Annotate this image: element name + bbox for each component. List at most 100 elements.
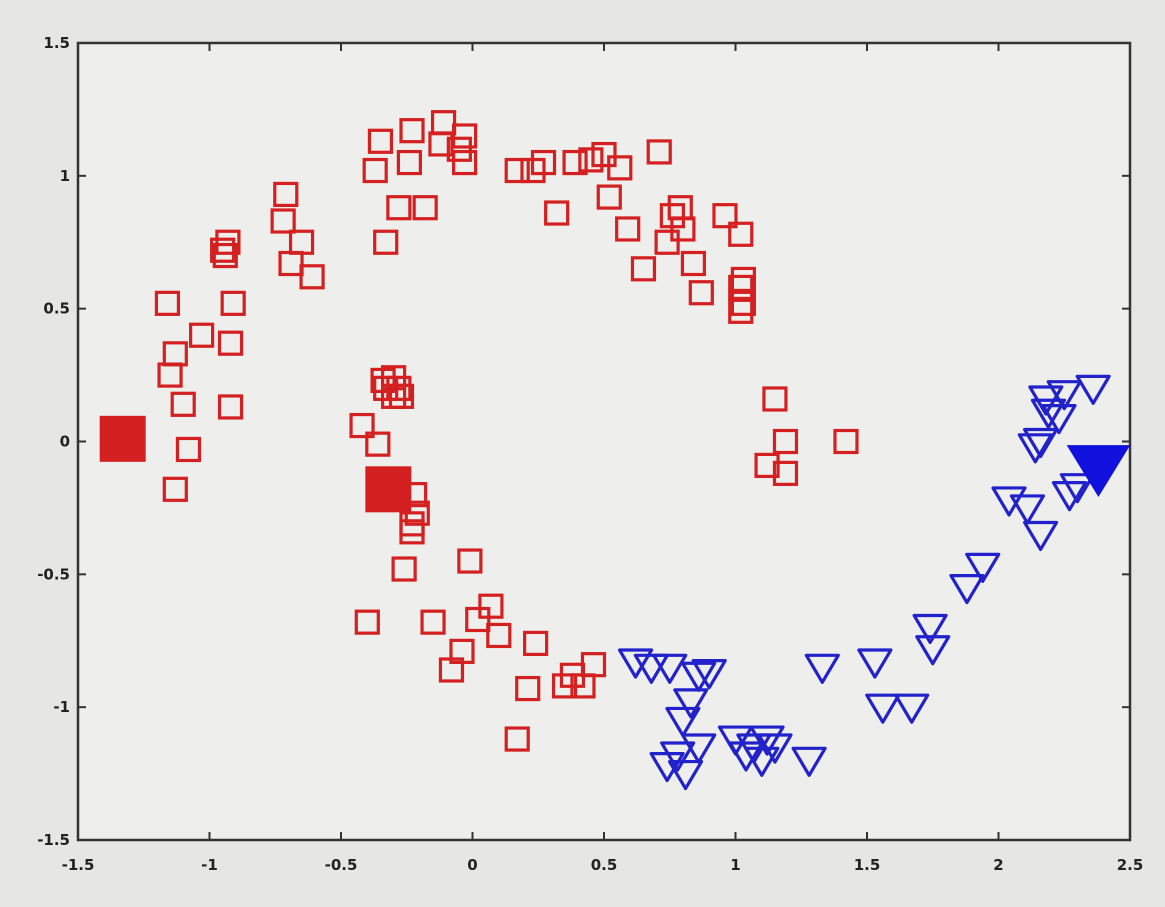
data-point bbox=[1022, 520, 1059, 552]
data-point bbox=[1030, 398, 1067, 429]
data-point bbox=[730, 266, 756, 293]
data-point bbox=[652, 653, 688, 684]
y-tick-label: -0.5 bbox=[37, 565, 70, 583]
y-tick-label: -1.5 bbox=[37, 831, 70, 849]
data-point bbox=[717, 725, 754, 756]
data-point bbox=[278, 250, 304, 277]
data-point bbox=[478, 593, 504, 619]
data-point bbox=[730, 290, 756, 316]
data-point bbox=[894, 693, 930, 724]
y-tick-label: 0 bbox=[60, 433, 70, 451]
data-point bbox=[212, 242, 238, 269]
data-point bbox=[965, 552, 1001, 583]
x-tick-label: 0.5 bbox=[591, 856, 618, 874]
data-point bbox=[617, 648, 654, 679]
data-point bbox=[691, 659, 727, 690]
data-point bbox=[762, 386, 788, 412]
data-point bbox=[544, 200, 570, 226]
data-point bbox=[367, 128, 394, 154]
data-point bbox=[772, 428, 799, 455]
x-tick-label: -0.5 bbox=[325, 856, 358, 874]
data-point bbox=[170, 391, 196, 417]
data-point bbox=[1017, 433, 1053, 464]
data-point bbox=[607, 155, 633, 181]
data-point bbox=[299, 264, 325, 290]
data-point bbox=[1066, 445, 1131, 497]
data-point bbox=[270, 208, 296, 234]
data-point bbox=[754, 452, 780, 479]
data-point bbox=[365, 431, 391, 457]
data-point bbox=[189, 322, 215, 348]
x-tick-label: 1 bbox=[730, 856, 740, 874]
data-point bbox=[530, 149, 557, 176]
data-point bbox=[217, 394, 244, 420]
data-point bbox=[391, 556, 417, 582]
data-point bbox=[728, 274, 754, 301]
data-point bbox=[791, 746, 827, 777]
data-point bbox=[430, 110, 457, 136]
x-tick-label: 1.5 bbox=[854, 856, 881, 874]
data-point bbox=[1059, 473, 1096, 504]
axis-ticks: -1.5 -1 -0.5 0 0.5 1 1.5 2 2.5 -1.5 -1 -0.5 0 0.5 1 1.5 bbox=[37, 34, 1143, 874]
data-point bbox=[215, 229, 241, 255]
data-point bbox=[446, 136, 472, 162]
data-point bbox=[562, 149, 588, 176]
data-point bbox=[728, 298, 754, 324]
data-point bbox=[865, 693, 901, 724]
data-points bbox=[99, 110, 1131, 791]
data-point bbox=[857, 648, 893, 679]
data-point bbox=[438, 657, 465, 683]
data-point bbox=[688, 280, 714, 306]
data-point bbox=[273, 181, 299, 208]
data-point bbox=[452, 149, 478, 176]
data-point bbox=[646, 139, 672, 165]
data-point bbox=[388, 383, 415, 409]
data-point bbox=[452, 123, 478, 149]
data-point bbox=[667, 759, 704, 791]
plot-area bbox=[76, 41, 1132, 842]
data-point bbox=[162, 476, 188, 502]
data-point bbox=[670, 216, 696, 242]
data-point bbox=[1009, 494, 1046, 525]
data-point bbox=[523, 630, 549, 657]
data-point bbox=[1051, 481, 1088, 512]
data-point bbox=[833, 428, 859, 455]
data-point bbox=[630, 256, 657, 282]
y-tick-label: 1.5 bbox=[43, 34, 70, 52]
data-point bbox=[804, 653, 840, 684]
data-point bbox=[949, 574, 985, 605]
data-point bbox=[362, 157, 388, 184]
data-point bbox=[673, 688, 709, 719]
x-tick-label: 0 bbox=[467, 856, 477, 874]
data-point bbox=[365, 466, 412, 513]
data-point bbox=[420, 609, 446, 635]
y-tick-label: 1 bbox=[60, 167, 70, 185]
data-point bbox=[991, 486, 1027, 517]
data-point bbox=[386, 195, 412, 221]
data-point bbox=[1046, 380, 1082, 411]
data-point bbox=[515, 675, 541, 702]
data-point bbox=[157, 362, 183, 388]
data-point bbox=[680, 250, 707, 277]
data-point bbox=[354, 609, 380, 635]
data-point bbox=[396, 149, 422, 176]
data-point bbox=[175, 436, 202, 463]
data-point bbox=[220, 290, 246, 316]
x-tick-label: -1.5 bbox=[62, 856, 95, 874]
x-tick-label: -1 bbox=[201, 856, 218, 874]
data-point bbox=[578, 147, 604, 173]
data-point bbox=[1075, 374, 1111, 405]
data-point bbox=[772, 460, 799, 486]
data-point bbox=[665, 706, 701, 738]
data-point bbox=[649, 752, 685, 783]
data-point bbox=[728, 221, 754, 247]
data-point bbox=[465, 606, 491, 633]
data-point bbox=[660, 741, 696, 772]
data-point bbox=[580, 652, 607, 678]
data-point bbox=[210, 237, 236, 263]
x-tick-label: 2.5 bbox=[1117, 856, 1144, 874]
data-point bbox=[596, 184, 622, 210]
data-point bbox=[633, 653, 669, 684]
data-point bbox=[1022, 427, 1059, 459]
